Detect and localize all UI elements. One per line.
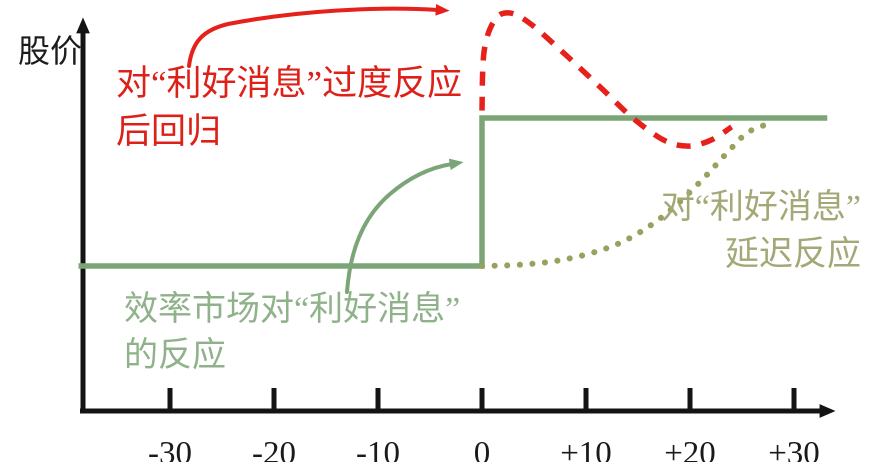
annotation-delayed-line1: 对“利好消息” xyxy=(660,189,861,226)
annotation-delayed-line2: 延迟反应 xyxy=(725,236,861,273)
annotation-overreaction: 对“利好消息”过度反应 后回归 xyxy=(116,60,462,156)
annotation-overreaction-line2: 后回归 xyxy=(116,112,222,151)
x-tick-label-+20: +20 xyxy=(664,435,716,462)
annotation-efficient-line2: 的反应 xyxy=(124,337,226,374)
efficient-annotation-arrow xyxy=(345,158,464,294)
x-tick-label-+30: +30 xyxy=(768,435,820,462)
annotation-overreaction-line1: 对“利好消息”过度反应 xyxy=(116,64,463,103)
x-tick-label-0: 0 xyxy=(474,435,491,462)
x-tick-label--10: -10 xyxy=(356,435,400,462)
series-delayed-reaction xyxy=(479,120,771,269)
series-layer xyxy=(78,10,828,269)
annotation-efficient-line1: 效率市场对“利好消息” xyxy=(124,291,461,328)
series-efficient-market-reaction xyxy=(78,115,828,269)
y-axis-label: 股价 xyxy=(18,33,83,69)
annotation-arrows xyxy=(187,4,464,294)
series-overreaction-then-reversion xyxy=(479,10,734,149)
x-tick-label--20: -20 xyxy=(252,435,296,462)
x-tick-label--30: -30 xyxy=(148,435,192,462)
x-tick-label-+10: +10 xyxy=(560,435,612,462)
x-axis-tick-labels: -30 -20 -10 0 +10 +20 +30 xyxy=(148,435,820,462)
annotation-efficient-market: 效率市场对“利好消息” 的反应 xyxy=(124,287,460,379)
annotation-delayed-reaction: 对“利好消息” 延迟反应 xyxy=(661,184,861,278)
x-axis-ticks xyxy=(167,388,797,411)
overreaction-annotation-arrow xyxy=(187,4,450,68)
